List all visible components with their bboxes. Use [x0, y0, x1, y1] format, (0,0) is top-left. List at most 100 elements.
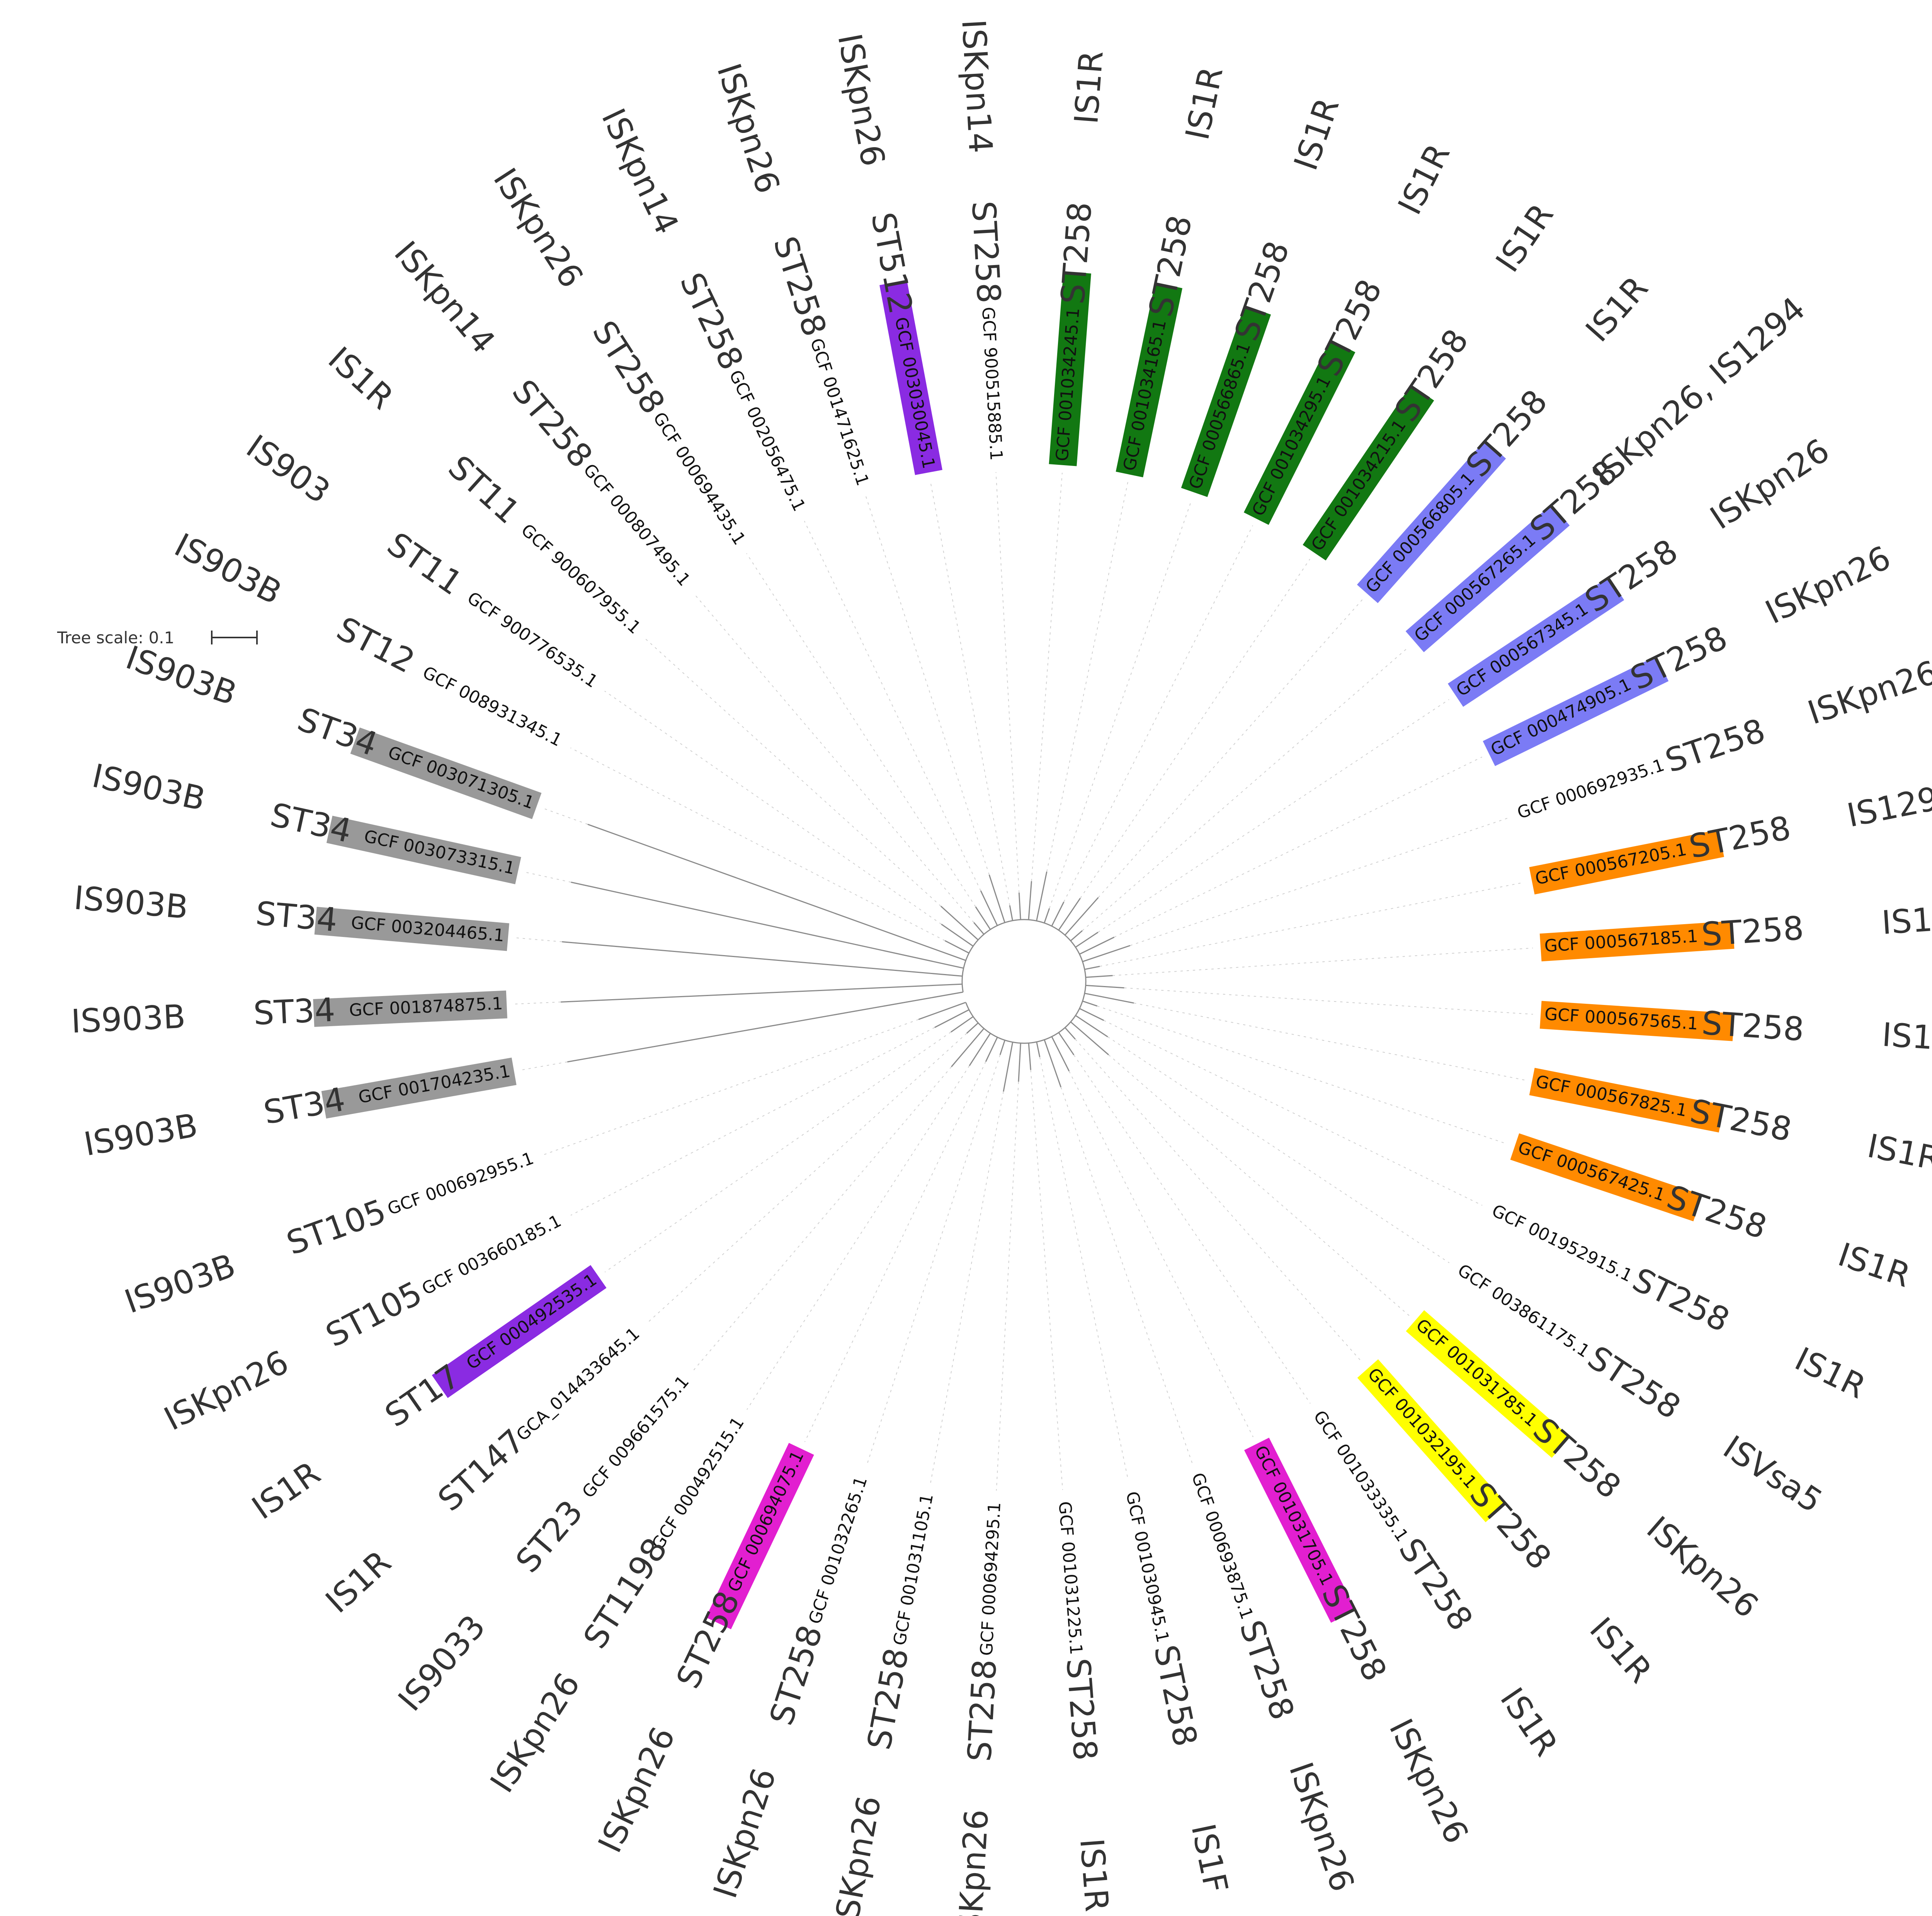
- leaf-accession-label: GCF 000474905.1: [1488, 675, 1634, 760]
- tree-branch: [1065, 1027, 1076, 1040]
- tree-branch: [1075, 932, 1099, 948]
- leaf-leader-line: [996, 1081, 1019, 1491]
- leaf-insertion-sequence-label: ISKpn26: [483, 1666, 587, 1799]
- tree-branch: [1075, 1015, 1108, 1037]
- leaf-accession-group: GCF 000692935.1: [1515, 755, 1667, 823]
- tree-branch: [1018, 893, 1021, 920]
- leaf-accession-group: GCF 900515885.1: [978, 306, 1006, 461]
- leaf-sequence-type-label: ST258: [673, 267, 751, 376]
- leaf-leader-line: [544, 1019, 919, 1155]
- leaf-insertion-sequence-label: IS903B: [81, 1106, 201, 1163]
- tree-branch: [1079, 1008, 1104, 1021]
- leaf-sequence-type-label: ST258: [669, 1585, 747, 1694]
- leaf-color-strip: [1357, 1359, 1507, 1522]
- tree-branch: [1058, 898, 1081, 931]
- leaf-sequence-type-label: ST258: [1314, 1578, 1394, 1687]
- tree-branch: [951, 1016, 974, 1033]
- leaf-color-strip: [326, 816, 521, 884]
- leaf-sequence-type-label: ST258: [1227, 236, 1297, 345]
- leaf-insertion-sequence-label: IS1R: [1881, 1016, 1932, 1058]
- leaf-sequence-type-label: ST34: [267, 796, 355, 850]
- leaf-leader-line: [1098, 699, 1449, 933]
- leaf-sequence-type-label: ST105: [282, 1192, 391, 1262]
- leaf-accession-label: GCF 001031705.1: [1250, 1442, 1337, 1589]
- leaf-accession-label: GCF 001030945.1: [1122, 1490, 1173, 1644]
- leaf-insertion-sequence-label: IS1R: [1287, 93, 1347, 175]
- leaf-leader-line: [514, 1001, 561, 1005]
- leaf-insertion-sequence-label: ISKpn26: [591, 1721, 682, 1858]
- leaf-insertion-sequence-label: ISKpn14: [594, 103, 686, 240]
- leaf-accession-group: GCF 001031105.1: [889, 1492, 937, 1647]
- leaf-leader-line: [1073, 1054, 1311, 1404]
- leaf-insertion-sequence-label: ISKpn26: [158, 1343, 294, 1438]
- leaf-accession-label: GCF 003071305.1: [386, 743, 537, 813]
- leaf-leader-line: [746, 553, 976, 907]
- leaf-insertion-sequence-label: IS1294: [1844, 775, 1932, 835]
- leaf-insertion-sequence-label: IS903B: [168, 526, 287, 612]
- leaf-leader-line: [1068, 1071, 1253, 1437]
- leaf-color-strip: [706, 1443, 814, 1629]
- leaf-sequence-type-label: ST258: [1054, 201, 1099, 306]
- leaf-color-strip: [1303, 385, 1434, 561]
- leaf-accession-group: GCF 001031225.1: [1054, 1501, 1086, 1656]
- leaf-leader-line: [604, 1032, 951, 1273]
- leaf-sequence-type-label: ST258: [1059, 1657, 1104, 1762]
- tree-branch: [1085, 975, 1113, 978]
- leaf-leader-line: [1060, 1087, 1193, 1463]
- leaf-accession-group: GCF 000807495.1: [580, 460, 694, 590]
- leaf-accession-label: GCF 000567345.1: [1453, 599, 1592, 700]
- leaf-sequence-type-label: ST258: [762, 1620, 830, 1729]
- leaf-insertion-sequence-label: ISKpn26: [827, 1793, 888, 1916]
- leaf-sequence-type-label: ST258: [1581, 1338, 1687, 1426]
- tree-branch: [1051, 901, 1065, 927]
- leaf-color-strip: [1405, 504, 1570, 653]
- tree-branch: [1084, 993, 1134, 1004]
- tree-leaves: GCF 001704235.1 ST34 IS903B GCF 001874875.1…: [70, 18, 1932, 1916]
- leaf-sequence-type-label: ST34: [293, 700, 383, 763]
- tree-root-arc: [961, 919, 1087, 1044]
- leaf-sequence-type-label: ST258: [1387, 322, 1476, 428]
- leaf-leader-line: [693, 1066, 952, 1370]
- leaf-insertion-sequence-label: ISKpn26: [1639, 1509, 1765, 1625]
- leaf-color-strip: [1483, 656, 1669, 766]
- leaf-sequence-type-label: ST258: [505, 372, 600, 475]
- leaf-leader-line: [1049, 500, 1192, 909]
- tree-branch: [980, 890, 998, 926]
- leaf-insertion-sequence-label: IS1F: [1184, 1821, 1235, 1896]
- leaf-accession-group: GCF 001032265.1: [805, 1474, 871, 1626]
- leaf-insertion-sequence-label: IS1R: [1881, 899, 1932, 942]
- leaf-accession-label: GCF 001704235.1: [357, 1061, 512, 1107]
- leaf-accession-label: GCF 003861175.1: [1454, 1260, 1593, 1362]
- leaf-leader-line: [1030, 1070, 1063, 1490]
- leaf-sequence-type-label: ST258: [1391, 1532, 1480, 1637]
- leaf-accession-label: GCF 000567425.1: [1515, 1137, 1668, 1205]
- leaf-accession-group: GCF 001874875.1: [313, 990, 507, 1027]
- leaf-accession-label: GCF 900607955.1: [517, 520, 645, 638]
- leaf-insertion-sequence-label: IS903: [240, 427, 337, 511]
- tree-branch: [975, 906, 991, 930]
- leaf-leader-line: [646, 1033, 967, 1324]
- leaf-sequence-type-label: ST258: [860, 1645, 916, 1753]
- leaf-color-strip: [314, 906, 509, 951]
- leaf-accession-label: GCF 003660185.1: [419, 1211, 565, 1299]
- leaf-insertion-sequence-label: IS903B: [89, 757, 209, 818]
- leaf-accession-label: GCF 001032195.1: [1364, 1364, 1480, 1493]
- leaf-leader-line: [526, 872, 571, 883]
- leaf-leader-line: [804, 521, 981, 891]
- tree-branch: [1036, 871, 1048, 921]
- leaf-leader-line: [1080, 559, 1310, 899]
- tree-branch: [940, 906, 979, 940]
- leaf-insertion-sequence-label: IS903B: [120, 1246, 240, 1321]
- leaf-insertion-sequence-label: IS1R: [1067, 49, 1111, 126]
- leaf-accession-group: GCF 002056475.1: [725, 367, 809, 514]
- leaf-leader-line: [1099, 882, 1525, 967]
- leaf-accession-group: GCF 008931345.1: [419, 663, 565, 751]
- tree-branch: [1036, 1042, 1041, 1057]
- leaf-leader-line: [1108, 1054, 1410, 1316]
- leaf-sequence-type-label: ST258: [964, 200, 1008, 304]
- tree-branch: [1070, 930, 1083, 942]
- leaf-sequence-type-label: ST258: [961, 1658, 1004, 1763]
- leaf-leader-line: [1130, 818, 1508, 946]
- leaf-insertion-sequence-label: IS903B: [70, 998, 186, 1040]
- tree-branch: [941, 923, 974, 947]
